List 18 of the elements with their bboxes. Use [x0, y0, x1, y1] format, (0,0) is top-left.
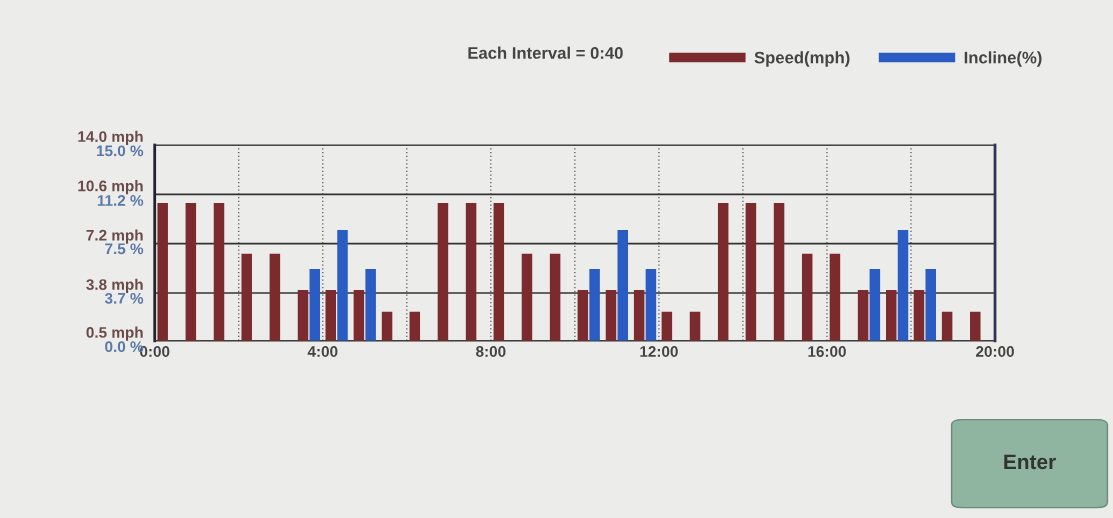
- y2-tick-label: 11.2 %: [97, 195, 144, 206]
- y2-tick-label: 3.7 %: [104, 292, 144, 304]
- x-tick-label: 4:00: [307, 346, 338, 357]
- x-tick-label: 8:00: [476, 346, 506, 357]
- y-tick-label: 10.6 mph: [78, 180, 143, 195]
- legend-label: Speed(mph): [754, 51, 850, 67]
- y2-tick-label: 15.0 %: [97, 145, 144, 157]
- y2-tick-label: 7.5 %: [105, 243, 144, 255]
- text: Each Interval = 0:40: [468, 46, 623, 59]
- x-tick-label: 20:00: [976, 346, 1014, 357]
- y-tick-label: 14.0 mph: [78, 130, 143, 146]
- x-tick-label: 12:00: [640, 346, 678, 357]
- y-tick-label: 7.2 mph: [86, 229, 143, 244]
- y-tick-label: 0.5 mph: [86, 326, 143, 341]
- text: Enter: [1004, 454, 1056, 470]
- y-tick-label: 3.8 mph: [86, 278, 143, 293]
- legend-label: Incline(%): [964, 51, 1042, 67]
- x-tick-label: 16:00: [808, 346, 846, 357]
